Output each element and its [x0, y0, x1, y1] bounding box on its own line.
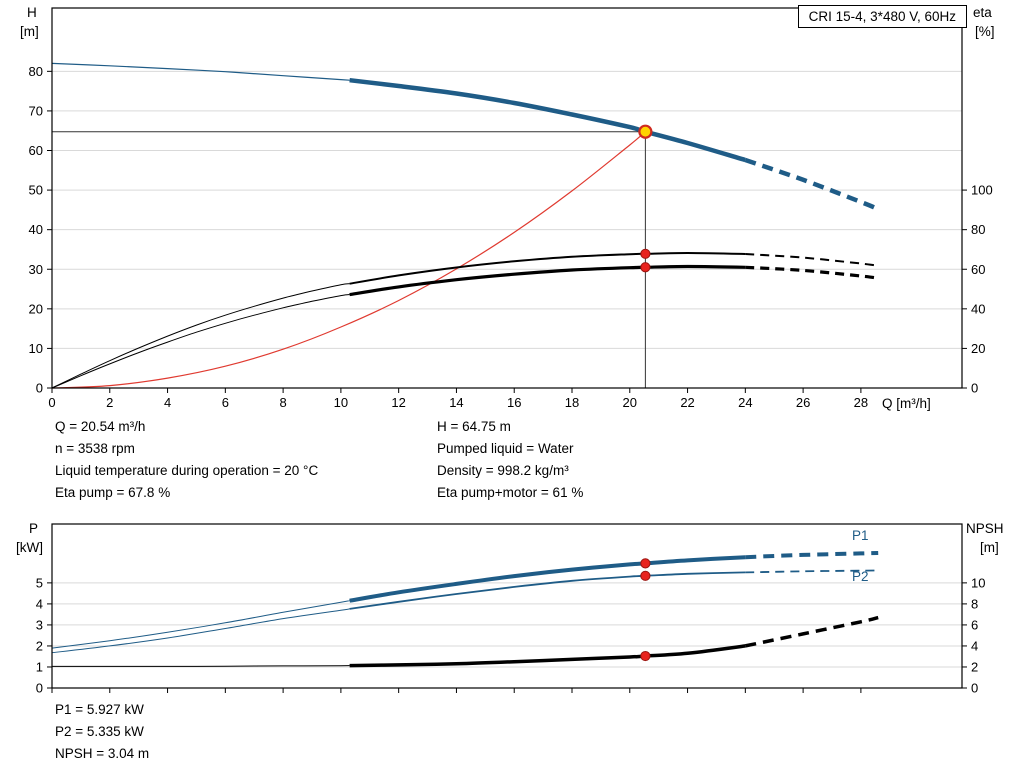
curve-system-curve [51, 131, 646, 389]
info-liquid: Pumped liquid = Water [437, 441, 574, 456]
y-axis-unit-eta: [%] [975, 24, 995, 39]
x-axis-title-q: Q [m³/h] [882, 396, 931, 411]
curve-eta-pump-motor [349, 264, 746, 297]
svg-text:60: 60 [971, 262, 985, 277]
svg-text:60: 60 [29, 143, 43, 158]
svg-text:10: 10 [29, 341, 43, 356]
curve-p1 [51, 600, 350, 649]
svg-text:80: 80 [971, 222, 985, 237]
curve-eta-pump [745, 253, 879, 267]
svg-text:14: 14 [449, 395, 463, 410]
svg-text:24: 24 [738, 395, 752, 410]
svg-text:0: 0 [971, 681, 978, 696]
info-head: H = 64.75 m [437, 419, 511, 434]
svg-text:4: 4 [164, 395, 171, 410]
info-density: Density = 998.2 kg/m³ [437, 463, 569, 478]
svg-text:50: 50 [29, 183, 43, 198]
svg-text:8: 8 [971, 596, 978, 611]
curve-eta-pump-motor [745, 265, 879, 280]
info-speed: n = 3538 rpm [55, 441, 135, 456]
svg-text:0: 0 [971, 381, 978, 396]
svg-text:22: 22 [680, 395, 694, 410]
svg-text:2: 2 [36, 638, 43, 653]
curve-p2 [745, 569, 879, 574]
curve-npsh [51, 665, 350, 667]
info-eta-pump: Eta pump = 67.8 % [55, 485, 171, 500]
info-p1: P1 = 5.927 kW [55, 702, 144, 717]
value-marker [640, 248, 651, 259]
value-marker [640, 558, 651, 569]
info-eta-pump-motor: Eta pump+motor = 61 % [437, 485, 584, 500]
svg-text:18: 18 [565, 395, 579, 410]
svg-text:20: 20 [971, 341, 985, 356]
svg-text:10: 10 [971, 575, 985, 590]
svg-text:3: 3 [36, 617, 43, 632]
svg-text:100: 100 [971, 183, 993, 198]
value-marker [640, 650, 651, 662]
pump-title-box: CRI 15-4, 3*480 V, 60Hz [797, 5, 967, 28]
power-npsh-chart[interactable]: 0 1 2 3 4 5 0 2 4 6 8 10 [36, 523, 986, 696]
y-axis-title-eta: eta [973, 5, 992, 20]
info-p2: P2 = 5.335 kW [55, 724, 144, 739]
curve-head [51, 62, 350, 81]
svg-text:4: 4 [36, 596, 43, 611]
curve-eta-pump-motor [51, 294, 350, 389]
curve-label-p1: P1 [852, 528, 869, 543]
y-axis-unit-npsh: [m] [980, 540, 999, 555]
svg-text:28: 28 [854, 395, 868, 410]
curve-head [349, 77, 746, 163]
curve-eta-pump [349, 252, 746, 285]
curve-npsh [744, 615, 879, 648]
curve-label-p2: P2 [852, 569, 869, 584]
svg-text:70: 70 [29, 103, 43, 118]
svg-text:6: 6 [222, 395, 229, 410]
svg-text:4: 4 [971, 638, 978, 653]
curve-p2 [51, 608, 350, 654]
info-npsh: NPSH = 3.04 m [55, 746, 150, 761]
y-axis-title-p: P [29, 521, 39, 536]
info-temperature: Liquid temperature during operation = 20… [55, 463, 319, 478]
duty-info-left: Q = 20.54 m³/h n = 3538 rpm Liquid tempe… [55, 416, 318, 504]
svg-text:40: 40 [971, 301, 985, 316]
curve-eta-pump [51, 283, 350, 389]
svg-text:0: 0 [36, 381, 43, 396]
y-axis-unit-h: [m] [20, 24, 39, 39]
value-marker [640, 570, 651, 581]
svg-text:12: 12 [391, 395, 405, 410]
svg-text:0: 0 [48, 395, 55, 410]
duty-info-right: H = 64.75 m Pumped liquid = Water Densit… [437, 416, 583, 504]
curve-head [744, 157, 880, 212]
svg-text:80: 80 [29, 64, 43, 79]
svg-text:10: 10 [334, 395, 348, 410]
plot-frame [51, 523, 963, 689]
info-flow: Q = 20.54 m³/h [55, 419, 146, 434]
svg-text:0: 0 [36, 681, 43, 696]
svg-text:2: 2 [106, 395, 113, 410]
curve-npsh [349, 644, 746, 668]
duty-point-marker[interactable] [638, 124, 653, 139]
svg-text:16: 16 [507, 395, 521, 410]
svg-text:26: 26 [796, 395, 810, 410]
svg-text:20: 20 [29, 301, 43, 316]
y-axis-unit-p: [kW] [16, 540, 43, 555]
power-info: P1 = 5.927 kW P2 = 5.335 kW NPSH = 3.04 … [55, 699, 149, 765]
svg-text:30: 30 [29, 262, 43, 277]
curve-p2 [349, 571, 746, 610]
plot-frame [51, 7, 963, 389]
value-marker [640, 262, 651, 273]
y-axis-title-npsh: NPSH [966, 521, 1004, 536]
y-axis-title-h: H [27, 5, 37, 20]
svg-text:2: 2 [971, 659, 978, 674]
svg-text:6: 6 [971, 617, 978, 632]
curve-p1 [349, 555, 746, 603]
svg-text:40: 40 [29, 222, 43, 237]
curve-p1 [745, 551, 879, 560]
svg-text:20: 20 [623, 395, 637, 410]
svg-text:1: 1 [36, 659, 43, 674]
svg-text:8: 8 [279, 395, 286, 410]
svg-text:5: 5 [36, 575, 43, 590]
